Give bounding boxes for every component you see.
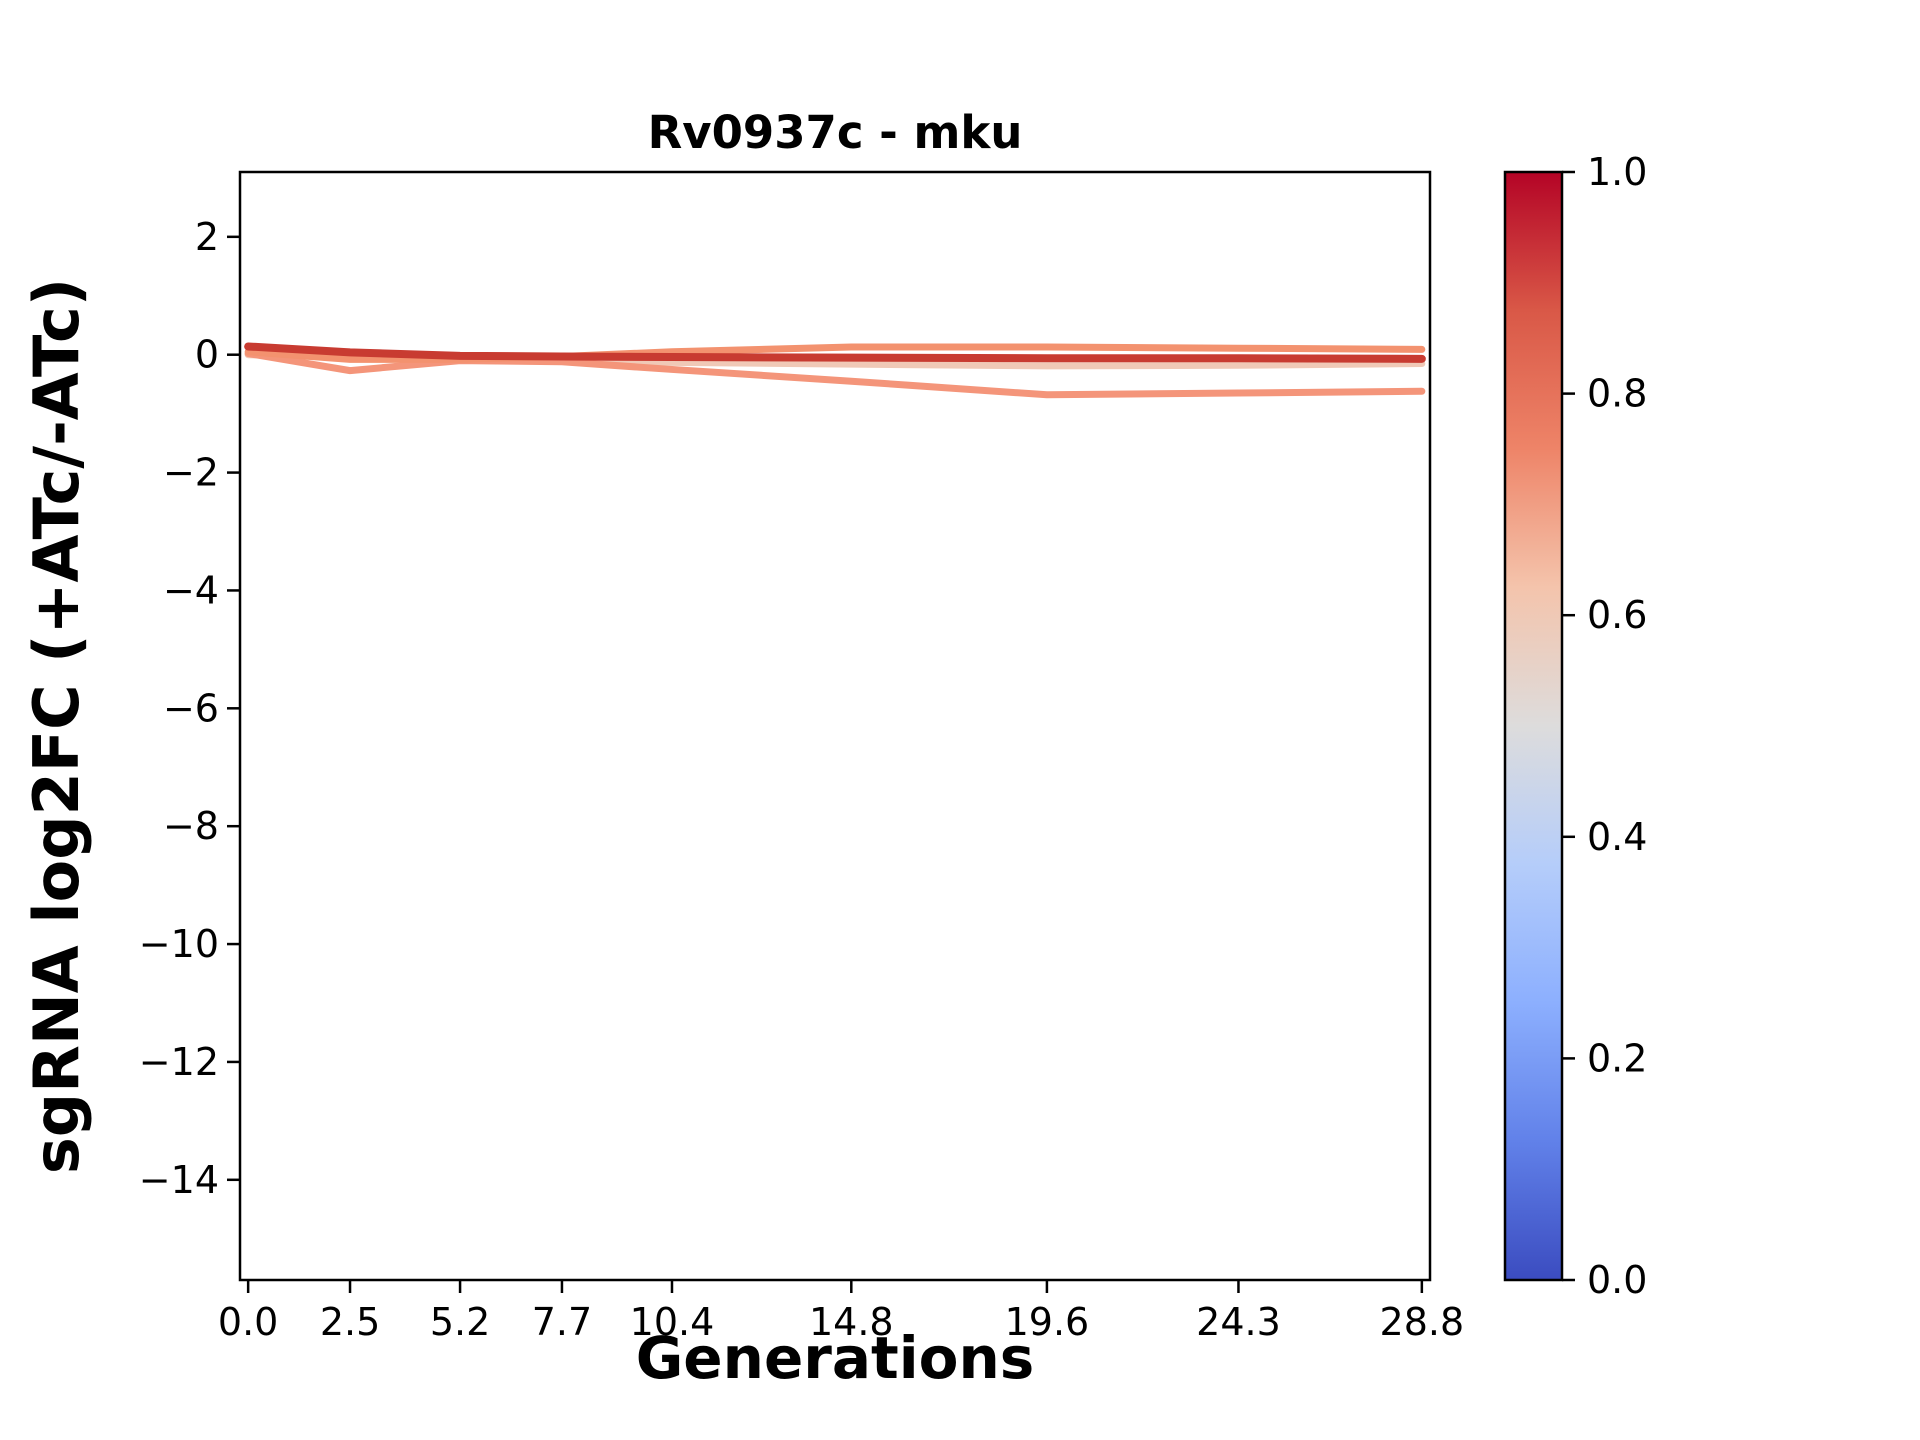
y-tick-label-6: −10	[139, 922, 219, 966]
series-line-sgRNA-declining	[244, 350, 1426, 399]
y-tick-label-7: −12	[139, 1040, 219, 1084]
colorbar-tick-label-2: 0.6	[1587, 593, 1647, 637]
colorbar-tick-label-4: 0.2	[1587, 1036, 1647, 1080]
y-tick-label-4: −6	[163, 686, 219, 730]
x-tick-label-2: 5.2	[430, 1300, 490, 1344]
y-tick-label-8: −14	[139, 1158, 219, 1202]
x-axis-label: Generations	[636, 1324, 1035, 1392]
chart-title: Rv0937c - mku	[648, 106, 1023, 159]
colorbar	[1503, 170, 1564, 1282]
y-axis-ticks: 2 0 −2 −4 −6 −8 −10 −12 −14	[139, 215, 240, 1202]
x-tick-label-5: 14.8	[809, 1300, 894, 1344]
y-axis-label: sgRNA log2FC (+ATc/-ATc)	[20, 278, 93, 1174]
x-axis-ticks: 0.0 2.5 5.2 7.7 10.4 14.8 19.6 24.3 28.8	[218, 1280, 1464, 1344]
plot-border	[238, 170, 1432, 1282]
y-tick-label-1: 0	[195, 333, 219, 377]
x-tick-label-7: 24.3	[1196, 1300, 1281, 1344]
colorbar-ticks: 1.0 0.8 0.6 0.4 0.2 0.0	[1562, 150, 1647, 1302]
y-tick-label-5: −8	[163, 804, 219, 848]
colorbar-tick-label-0: 1.0	[1587, 150, 1647, 194]
colorbar-tick-label-3: 0.4	[1587, 815, 1647, 859]
y-tick-label-0: 2	[195, 215, 219, 259]
colorbar-tick-label-1: 0.8	[1587, 372, 1647, 416]
x-tick-label-8: 28.8	[1380, 1300, 1465, 1344]
x-tick-label-4: 10.4	[630, 1300, 715, 1344]
colorbar-tick-label-5: 0.0	[1587, 1258, 1647, 1302]
series-line-sgRNA-dark	[244, 342, 1426, 363]
y-tick-label-3: −4	[163, 568, 219, 612]
y-tick-label-2: −2	[163, 451, 219, 495]
x-tick-label-1: 2.5	[320, 1300, 380, 1344]
series-line-sgRNA-rising	[244, 343, 1426, 363]
series-layer	[244, 342, 1426, 399]
x-tick-label-6: 19.6	[1005, 1300, 1090, 1344]
x-tick-label-0: 0.0	[218, 1300, 278, 1344]
x-tick-label-3: 7.7	[532, 1300, 592, 1344]
